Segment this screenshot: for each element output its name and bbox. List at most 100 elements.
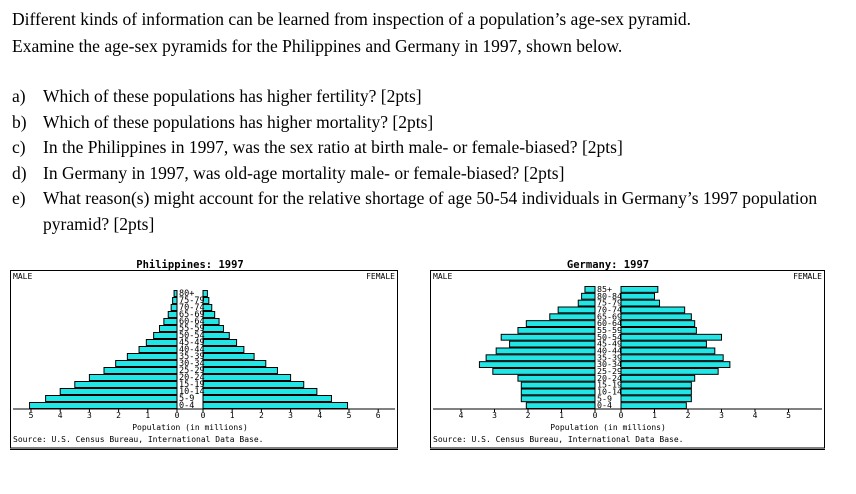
male-bar xyxy=(146,340,177,346)
question-item: b) Which of these populations has higher … xyxy=(12,110,842,136)
male-bar xyxy=(558,307,595,313)
x-tick-label: 1 xyxy=(145,411,150,420)
question-item: a) Which of these populations has higher … xyxy=(12,84,842,110)
female-bar xyxy=(203,347,244,353)
male-bar xyxy=(496,348,595,354)
male-bar xyxy=(168,312,177,318)
question-letter: a) xyxy=(12,84,26,110)
female-bar xyxy=(203,312,215,318)
male-bar xyxy=(585,287,595,293)
male-bar xyxy=(127,354,177,360)
female-bar xyxy=(203,396,331,402)
male-bar xyxy=(526,321,595,327)
x-tick-label: 5 xyxy=(786,411,791,420)
chart-source: Source: U.S. Census Bureau, Internationa… xyxy=(13,435,263,444)
x-tick-label: 3 xyxy=(87,411,92,420)
female-bar xyxy=(621,348,715,354)
female-bar xyxy=(203,319,219,325)
x-axis-title: Population (in millions) xyxy=(550,423,666,432)
female-bar xyxy=(203,382,304,388)
question-text: Which of these populations has higher fe… xyxy=(43,86,422,106)
male-bar xyxy=(582,293,595,299)
x-tick-label: 1 xyxy=(559,411,564,420)
male-bar xyxy=(60,389,177,395)
female-bar xyxy=(621,375,695,381)
question-letter: b) xyxy=(12,110,27,136)
male-bar xyxy=(521,382,595,388)
female-bar xyxy=(621,321,695,327)
female-bar xyxy=(203,333,229,339)
male-bar xyxy=(521,389,595,395)
male-bar xyxy=(104,368,177,374)
question-text: What reason(s) might account for the rel… xyxy=(43,188,817,234)
male-bar xyxy=(46,396,177,402)
female-label: FEMALE xyxy=(366,272,395,281)
question-letter: e) xyxy=(12,186,26,212)
x-tick-label: 4 xyxy=(317,411,322,420)
male-bar xyxy=(578,300,595,306)
female-bar xyxy=(203,354,254,360)
male-bar xyxy=(75,382,177,388)
female-bar xyxy=(203,361,266,367)
male-bar xyxy=(171,305,177,311)
male-bar xyxy=(518,375,595,381)
x-tick-label: 6 xyxy=(376,411,381,420)
question-text: Which of these populations has higher mo… xyxy=(43,112,433,132)
x-tick-label: 0 xyxy=(593,411,598,420)
x-tick-label: 0 xyxy=(619,411,624,420)
female-bar xyxy=(621,369,718,375)
germany-pyramid-chart: Germany: 1997 MALE FEMALE 85+80-8475-7970-7… xyxy=(430,252,825,452)
x-tick-label: 3 xyxy=(719,411,724,420)
female-bar xyxy=(621,341,706,347)
male-bar xyxy=(30,403,177,409)
x-tick-label: 1 xyxy=(652,411,657,420)
male-bar xyxy=(486,355,595,361)
question-text: In Germany in 1997, was old-age mortalit… xyxy=(43,163,564,183)
male-bar xyxy=(493,369,595,375)
male-bar xyxy=(526,403,595,409)
intro-paragraph: Different kinds of information can be le… xyxy=(12,6,842,60)
x-tick-label: 4 xyxy=(58,411,63,420)
female-bar xyxy=(621,355,723,361)
male-bar xyxy=(89,375,177,381)
female-bar xyxy=(621,396,691,402)
female-bar xyxy=(203,326,223,332)
male-bar xyxy=(159,326,177,332)
x-tick-label: 0 xyxy=(175,411,180,420)
question-item: d) In Germany in 1997, was old-age mortal… xyxy=(12,161,842,187)
female-bar xyxy=(621,287,658,293)
question-text: In the Philippines in 1997, was the sex … xyxy=(43,137,623,157)
male-bar xyxy=(501,334,595,340)
male-bar xyxy=(510,341,595,347)
chart-title: Germany: 1997 xyxy=(567,259,649,271)
question-item: c) In the Philippines in 1997, was the se… xyxy=(12,135,842,161)
male-bar xyxy=(550,314,595,320)
chart-source: Source: U.S. Census Bureau, Internationa… xyxy=(433,435,683,444)
male-bar xyxy=(164,319,177,325)
female-bar xyxy=(621,328,696,334)
male-label: MALE xyxy=(433,272,452,281)
female-bar xyxy=(621,293,655,299)
male-bar xyxy=(154,333,177,339)
question-letter: c) xyxy=(12,135,26,161)
question-item: e) What reason(s) might account for the r… xyxy=(12,186,842,237)
question-list: a) Which of these populations has higher … xyxy=(12,84,842,237)
male-bar xyxy=(521,396,595,402)
x-tick-label: 4 xyxy=(459,411,464,420)
female-bar xyxy=(621,307,685,313)
philippines-pyramid-chart: Philippines: 1997 MALE FEMALE 80+75-7970-74… xyxy=(10,252,398,452)
male-bar xyxy=(173,298,177,304)
x-tick-label: 4 xyxy=(753,411,758,420)
female-bar xyxy=(621,389,691,395)
female-bar xyxy=(621,382,691,388)
female-bar xyxy=(621,403,686,409)
age-group-label: 0-4 xyxy=(179,401,194,411)
female-bar xyxy=(203,368,277,374)
x-tick-label: 2 xyxy=(259,411,264,420)
female-bar xyxy=(621,300,660,306)
female-bar xyxy=(203,389,317,395)
x-tick-label: 3 xyxy=(492,411,497,420)
female-bar xyxy=(203,403,348,409)
female-bar xyxy=(621,362,730,368)
male-bar xyxy=(479,362,595,368)
